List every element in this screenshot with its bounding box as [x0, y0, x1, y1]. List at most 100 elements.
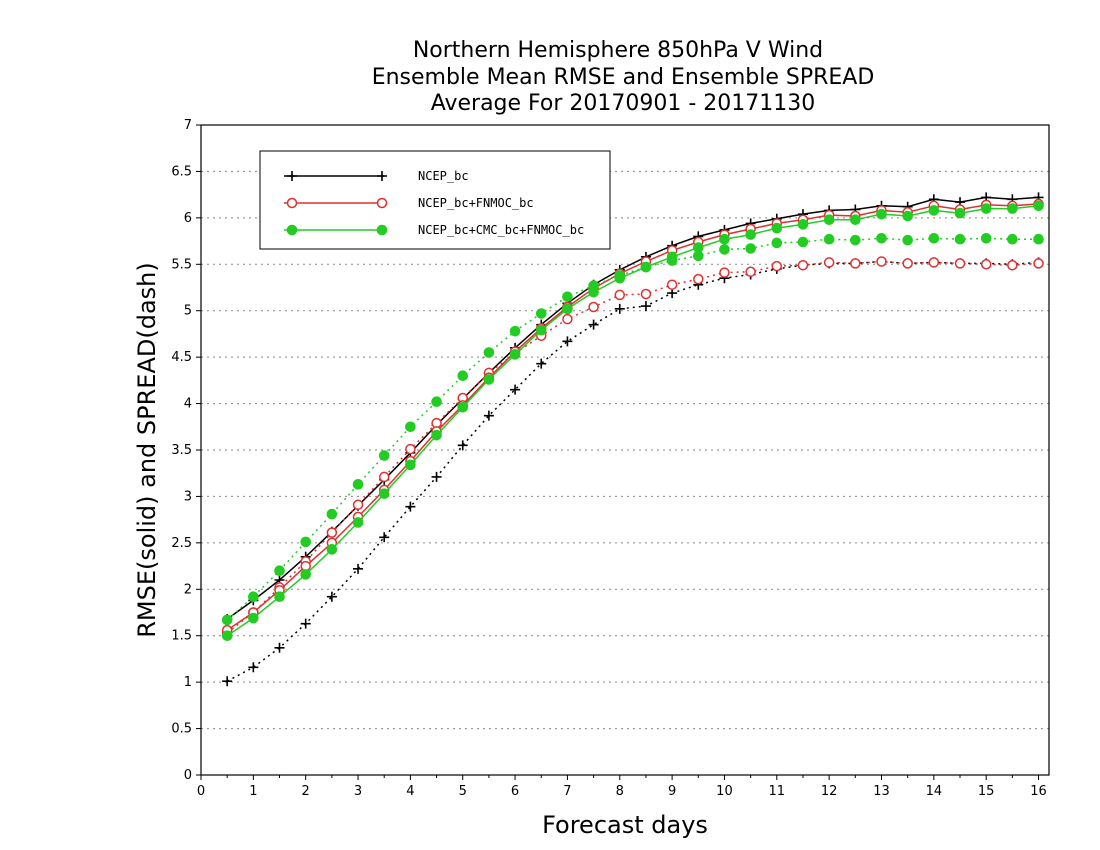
rmse-point	[562, 303, 573, 315]
y-tick-label: 1	[184, 675, 192, 690]
legend-entry: NCEP_bc	[284, 169, 469, 183]
rmse-point	[274, 591, 285, 603]
rmse-point	[457, 401, 469, 413]
spread-line	[226, 260, 1039, 682]
x-axis: 0 1 2 3 4 5 6 7 8 9 10 11 12 13 14 15 16	[197, 775, 1047, 799]
rmse-point	[352, 517, 364, 528]
rmse-line	[226, 205, 1039, 637]
spread-point	[510, 384, 521, 395]
spread-point	[300, 536, 311, 548]
legend-marker	[287, 171, 297, 181]
spread-point	[666, 279, 678, 290]
rmse-point	[666, 251, 678, 263]
x-axis-label: Forecast days	[542, 811, 708, 839]
spread-point	[771, 260, 783, 272]
y-tick-label: 6.5	[171, 164, 192, 179]
spread-point	[274, 642, 285, 653]
spread-point	[640, 301, 651, 312]
rmse-point	[588, 286, 599, 298]
rmse-point	[509, 349, 521, 360]
legend-marker	[376, 224, 388, 236]
spread-point	[928, 232, 940, 244]
series-2	[221, 200, 1044, 642]
legend: NCEP_bc NCEP_bc+FNMOC_bc NCEP_bc+CMC_bc+FN…	[259, 150, 611, 250]
spread-point	[352, 499, 364, 511]
x-tick-label: 5	[459, 784, 467, 799]
rmse-point	[1007, 203, 1018, 214]
spread-point	[248, 591, 259, 603]
spread-point	[588, 301, 599, 313]
rmse-point	[431, 429, 442, 441]
chart-title-line-3: Average For 20170901 - 20171130	[431, 91, 816, 116]
legend-label: NCEP_bc	[418, 169, 469, 183]
rmse-line	[226, 203, 1039, 631]
y-tick-label: 1.5	[171, 629, 192, 644]
x-tick-label: 10	[716, 784, 733, 799]
spread-point	[745, 243, 756, 254]
y-tick-label: 4	[184, 397, 192, 412]
rmse-point	[823, 214, 835, 226]
rmse-point	[221, 630, 233, 642]
series-0	[222, 192, 1044, 687]
y-tick-label: 3	[184, 489, 192, 504]
chart-title: Northern Hemisphere 850hPa V Wind Ensemb…	[372, 38, 875, 116]
x-tick-label: 1	[249, 784, 257, 799]
x-tick-label: 8	[616, 784, 624, 799]
spread-point	[850, 258, 861, 269]
spread-point	[1007, 259, 1018, 271]
spread-point	[1033, 258, 1044, 269]
spread-point	[483, 347, 495, 358]
chart-title-line-1: Northern Hemisphere 850hPa V Wind	[413, 38, 823, 63]
x-tick-label: 11	[769, 784, 786, 799]
legend-label: NCEP_bc+CMC_bc+FNMOC_bc	[418, 223, 584, 237]
legend-marker	[376, 197, 388, 209]
spread-point	[326, 527, 338, 538]
spread-point	[221, 614, 233, 626]
spread-point	[588, 319, 599, 330]
y-tick-label: 5	[184, 304, 192, 319]
spread-point	[1007, 233, 1018, 245]
series-layer	[221, 192, 1044, 687]
spread-point	[405, 501, 416, 512]
spread-point	[431, 396, 442, 408]
spread-point	[405, 443, 416, 455]
plot-frame	[200, 124, 1050, 776]
spread-point	[352, 479, 364, 490]
spread-point	[248, 662, 259, 673]
series-1	[221, 198, 1044, 639]
rmse-line	[226, 196, 1039, 620]
rmse-point	[405, 459, 416, 471]
legend-box	[259, 150, 611, 250]
rmse-point	[719, 233, 730, 245]
spread-point	[562, 336, 573, 347]
rmse-point	[483, 374, 495, 385]
spread-point	[378, 450, 390, 461]
spread-point	[719, 244, 730, 255]
rmse-point	[535, 324, 547, 336]
legend-entry: NCEP_bc+FNMOC_bc	[284, 196, 534, 210]
y-tick-label: 3.5	[171, 443, 192, 458]
spread-point	[980, 259, 992, 270]
y-axis-label: RMSE(solid) and SPREAD(dash)	[133, 262, 161, 638]
y-tick-label: 0.5	[171, 722, 192, 737]
y-tick-label: 0	[184, 768, 192, 783]
x-tick-label: 14	[926, 784, 943, 799]
rmse-point	[850, 214, 861, 226]
spread-point	[431, 471, 442, 482]
rmse-point	[614, 272, 626, 284]
spread-point	[457, 370, 469, 382]
spread-point	[300, 618, 311, 629]
spread-point	[222, 676, 233, 687]
spread-point	[928, 257, 940, 268]
spread-point	[353, 563, 364, 574]
rmse-point	[980, 203, 992, 214]
y-tick-label: 4.5	[171, 350, 192, 365]
spread-point	[509, 325, 521, 337]
spread-point	[980, 232, 992, 244]
x-tick-label: 7	[563, 784, 571, 799]
rmse-point	[326, 544, 338, 555]
spread-point	[535, 308, 547, 319]
legend-marker	[286, 224, 298, 236]
spread-point	[693, 273, 704, 285]
